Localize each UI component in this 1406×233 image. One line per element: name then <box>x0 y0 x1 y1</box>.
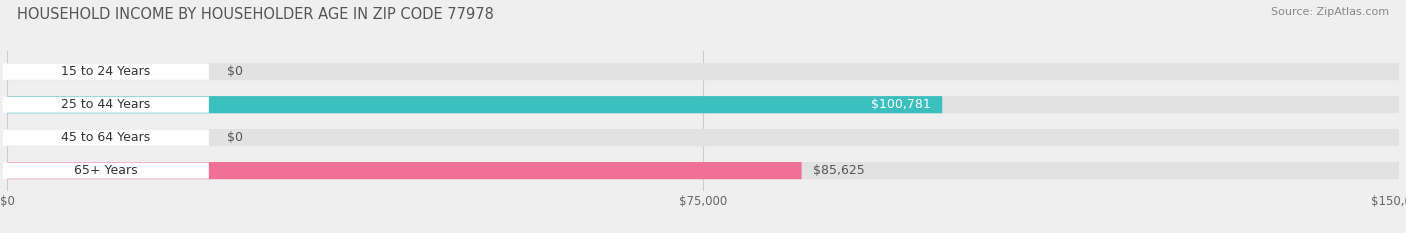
FancyBboxPatch shape <box>7 162 1399 179</box>
Text: HOUSEHOLD INCOME BY HOUSEHOLDER AGE IN ZIP CODE 77978: HOUSEHOLD INCOME BY HOUSEHOLDER AGE IN Z… <box>17 7 494 22</box>
FancyBboxPatch shape <box>7 162 801 179</box>
FancyBboxPatch shape <box>7 96 1399 113</box>
Text: $100,781: $100,781 <box>872 98 931 111</box>
Text: 15 to 24 Years: 15 to 24 Years <box>62 65 150 78</box>
FancyBboxPatch shape <box>3 163 209 179</box>
Text: 45 to 64 Years: 45 to 64 Years <box>62 131 150 144</box>
FancyBboxPatch shape <box>7 63 1399 80</box>
Text: $85,625: $85,625 <box>813 164 865 177</box>
FancyBboxPatch shape <box>7 96 942 113</box>
Text: Source: ZipAtlas.com: Source: ZipAtlas.com <box>1271 7 1389 17</box>
Text: $0: $0 <box>226 65 243 78</box>
FancyBboxPatch shape <box>3 130 209 146</box>
Text: $0: $0 <box>226 131 243 144</box>
FancyBboxPatch shape <box>7 129 1399 146</box>
Text: 25 to 44 Years: 25 to 44 Years <box>62 98 150 111</box>
FancyBboxPatch shape <box>3 64 209 80</box>
Text: 65+ Years: 65+ Years <box>75 164 138 177</box>
FancyBboxPatch shape <box>3 97 209 113</box>
